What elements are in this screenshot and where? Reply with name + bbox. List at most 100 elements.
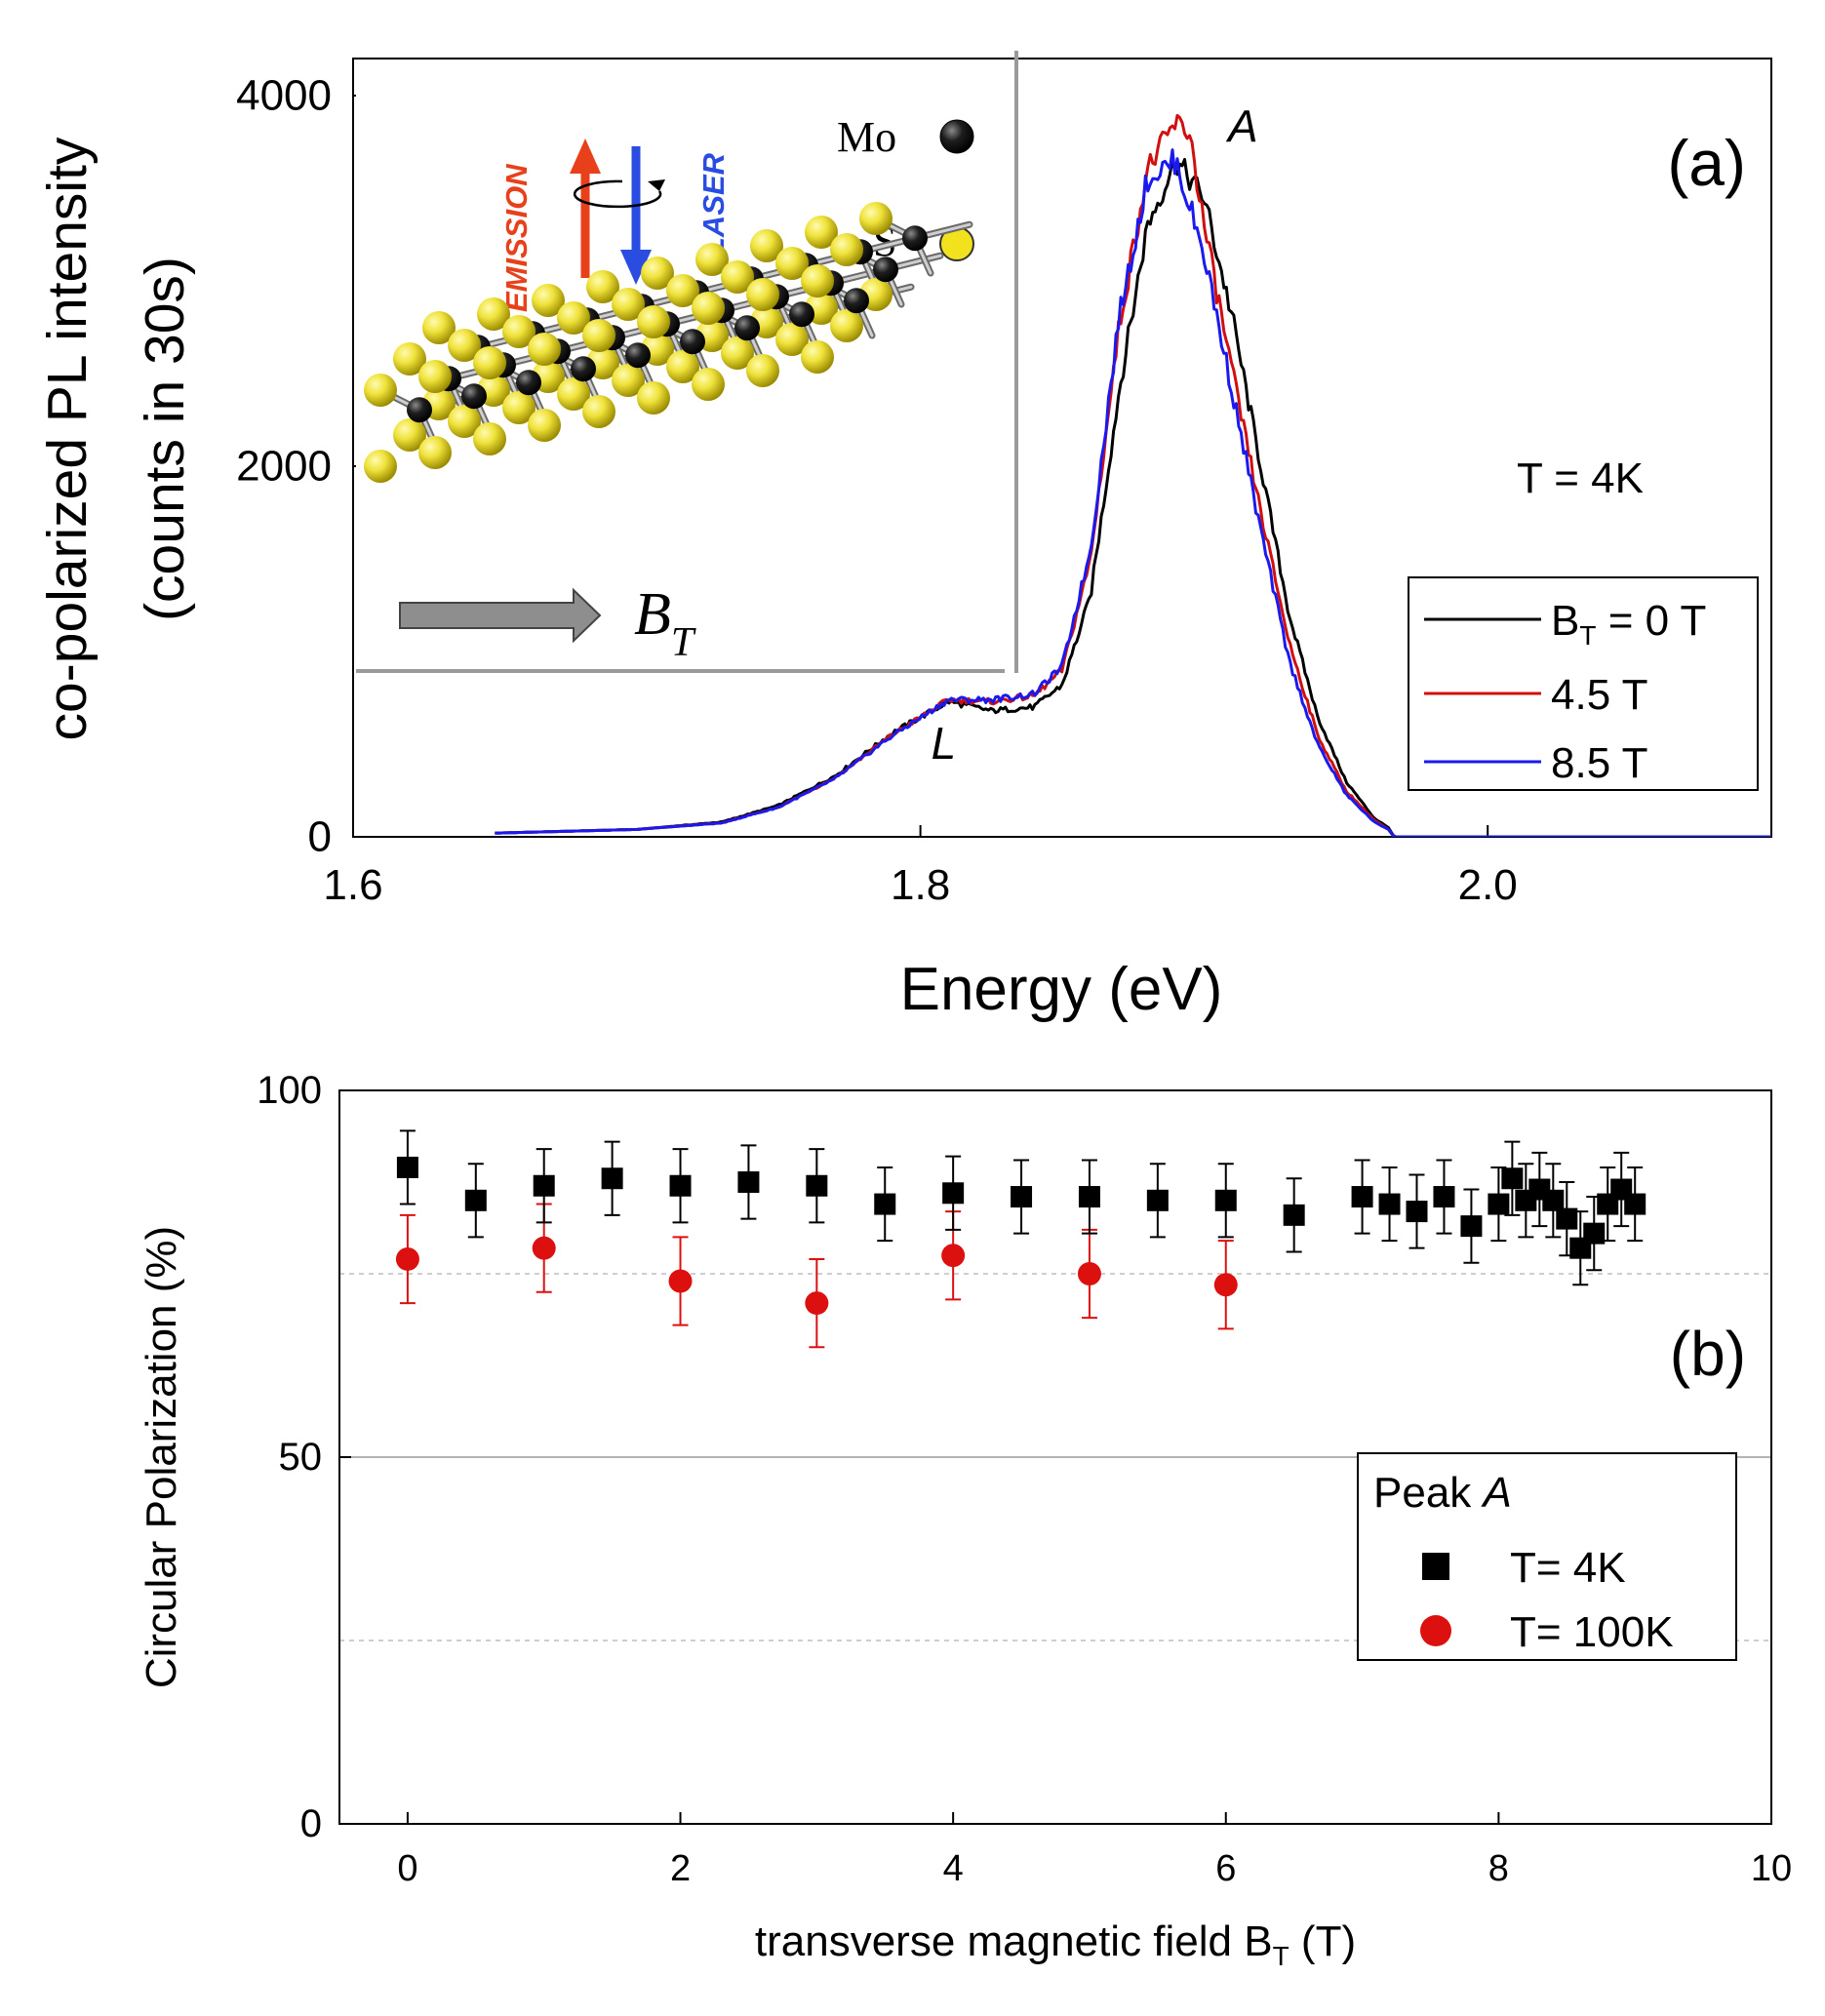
square-marker (1501, 1167, 1524, 1190)
data-point-4k (1501, 1140, 1524, 1216)
legend-label-100k: T= 100K (1510, 1608, 1674, 1656)
mo-atom (625, 342, 651, 369)
s-atom-bottom (528, 409, 561, 442)
circle-marker (668, 1269, 693, 1293)
s-atom-bottom (692, 368, 725, 401)
s-atom-top (641, 257, 674, 290)
s-atom-bottom (418, 436, 452, 469)
data-point-4k (1583, 1196, 1606, 1272)
data-point-100k (395, 1213, 419, 1305)
data-point-4k (1488, 1166, 1510, 1243)
data-point-4k (737, 1144, 760, 1220)
panel-b-x-axis-title-main: transverse magnetic field B (755, 1917, 1273, 1965)
square-marker (1378, 1193, 1401, 1215)
mo-atom (407, 397, 432, 423)
s-atom-bottom (502, 391, 536, 424)
circle-marker (395, 1246, 419, 1271)
circle-marker (805, 1291, 829, 1316)
panel-b-legend: Peak A T= 4K T= 100K (1357, 1452, 1737, 1661)
field-label-subscript: T (671, 620, 696, 665)
data-point-4k (1351, 1159, 1373, 1235)
series-line-8-5t (495, 148, 1771, 837)
square-marker (1351, 1186, 1373, 1208)
panel-a-y-tick-label: 0 (308, 813, 332, 861)
s-atom-top (502, 315, 536, 348)
panel-b-x-axis: 0 2 4 6 8 10 (397, 1812, 1792, 1889)
s-atom-top (666, 274, 699, 307)
inset-schematic: Mo S EMISSION LASER (356, 51, 1018, 673)
square-marker (1146, 1189, 1169, 1211)
s-atom-bottom (637, 381, 670, 415)
panel-b-x-tick-label: 0 (397, 1848, 417, 1889)
s-atom-bottom (473, 422, 506, 455)
data-point-100k (1213, 1240, 1238, 1330)
circle-marker (941, 1244, 966, 1268)
data-point-4k (1433, 1159, 1455, 1235)
data-point-4k (1542, 1163, 1565, 1239)
square-marker (1460, 1215, 1483, 1238)
peak-label-a: A (1225, 101, 1258, 152)
panel-b: 0 2 4 6 8 10 0 50 100 transverse magneti… (138, 1069, 1792, 1971)
legend-label-8-5t: 8.5 T (1551, 739, 1647, 787)
panel-b-legend-box (1357, 1452, 1737, 1661)
square-marker (669, 1174, 692, 1197)
data-point-4k (942, 1155, 965, 1231)
legend-label-4-5t: 4.5 T (1551, 671, 1647, 719)
legend-label-prefix: B (1551, 597, 1579, 645)
s-atom-top (473, 346, 506, 379)
s-atom-top (418, 360, 452, 393)
s-atom-top (477, 297, 510, 331)
panel-b-x-tick-label: 4 (943, 1848, 964, 1889)
mo-atom-icon (939, 119, 974, 154)
s-atom-bottom (775, 323, 809, 356)
panel-a-y-axis-title-line1: co-polarized PL intensity (36, 137, 99, 740)
panel-b-data-points (395, 1129, 1646, 1349)
data-point-4k (874, 1166, 896, 1243)
s-atom-bottom (448, 405, 481, 438)
s-atom-bottom (666, 350, 699, 383)
s-atom-top (422, 311, 456, 344)
circle-marker (532, 1236, 556, 1260)
panel-b-x-axis-title-subscript: T (1273, 1941, 1289, 1971)
data-point-4k (669, 1148, 692, 1224)
mo-atom (680, 329, 705, 355)
square-marker (601, 1167, 623, 1190)
panel-a-x-axis-title: Energy (eV) (900, 956, 1223, 1023)
mo-atom (461, 383, 487, 410)
data-point-4k (806, 1148, 828, 1224)
panel-b-y-axis-title: Circular Polarization (%) (138, 1226, 185, 1688)
legend-label-rest: = 0 T (1596, 597, 1706, 645)
data-point-100k (668, 1236, 693, 1326)
data-point-100k (1077, 1228, 1101, 1320)
data-point-4k (1378, 1166, 1401, 1243)
s-atom-top (582, 319, 615, 352)
panel-a-x-tick-label: 2.0 (1458, 861, 1518, 909)
data-point-4k (1283, 1177, 1305, 1253)
panel-a-y-tick-label: 2000 (236, 443, 332, 491)
s-atom-top (586, 270, 619, 303)
square-marker (806, 1174, 828, 1197)
s-atom-top (805, 216, 838, 249)
panel-a-legend: BT = 0 T 4.5 T 8.5 T (1408, 576, 1759, 791)
panel-a-y-tick-label: 4000 (236, 72, 332, 120)
field-label: BT (634, 581, 696, 665)
panel-b-y-tick-label: 50 (279, 1436, 323, 1479)
square-marker (464, 1189, 487, 1211)
square-marker (1542, 1189, 1565, 1211)
s-atom-top (830, 233, 863, 266)
square-marker (874, 1193, 896, 1215)
panel-a-x-tick-label: 1.8 (891, 861, 950, 909)
field-label-main: B (634, 581, 671, 648)
data-point-4k (1078, 1159, 1100, 1235)
square-marker (1214, 1189, 1237, 1211)
square-marker (1583, 1222, 1606, 1245)
square-marker (1011, 1186, 1033, 1208)
s-atom-bottom (393, 418, 426, 452)
panel-b-x-axis-title: transverse magnetic field BT (T) (755, 1917, 1356, 1971)
mo-atom (844, 288, 869, 314)
s-atom-top (801, 264, 834, 297)
legend-circle-marker-icon (1420, 1615, 1451, 1646)
panel-a-legend-box (1408, 576, 1759, 791)
field-arrow-icon (399, 587, 602, 644)
square-marker (533, 1174, 555, 1197)
